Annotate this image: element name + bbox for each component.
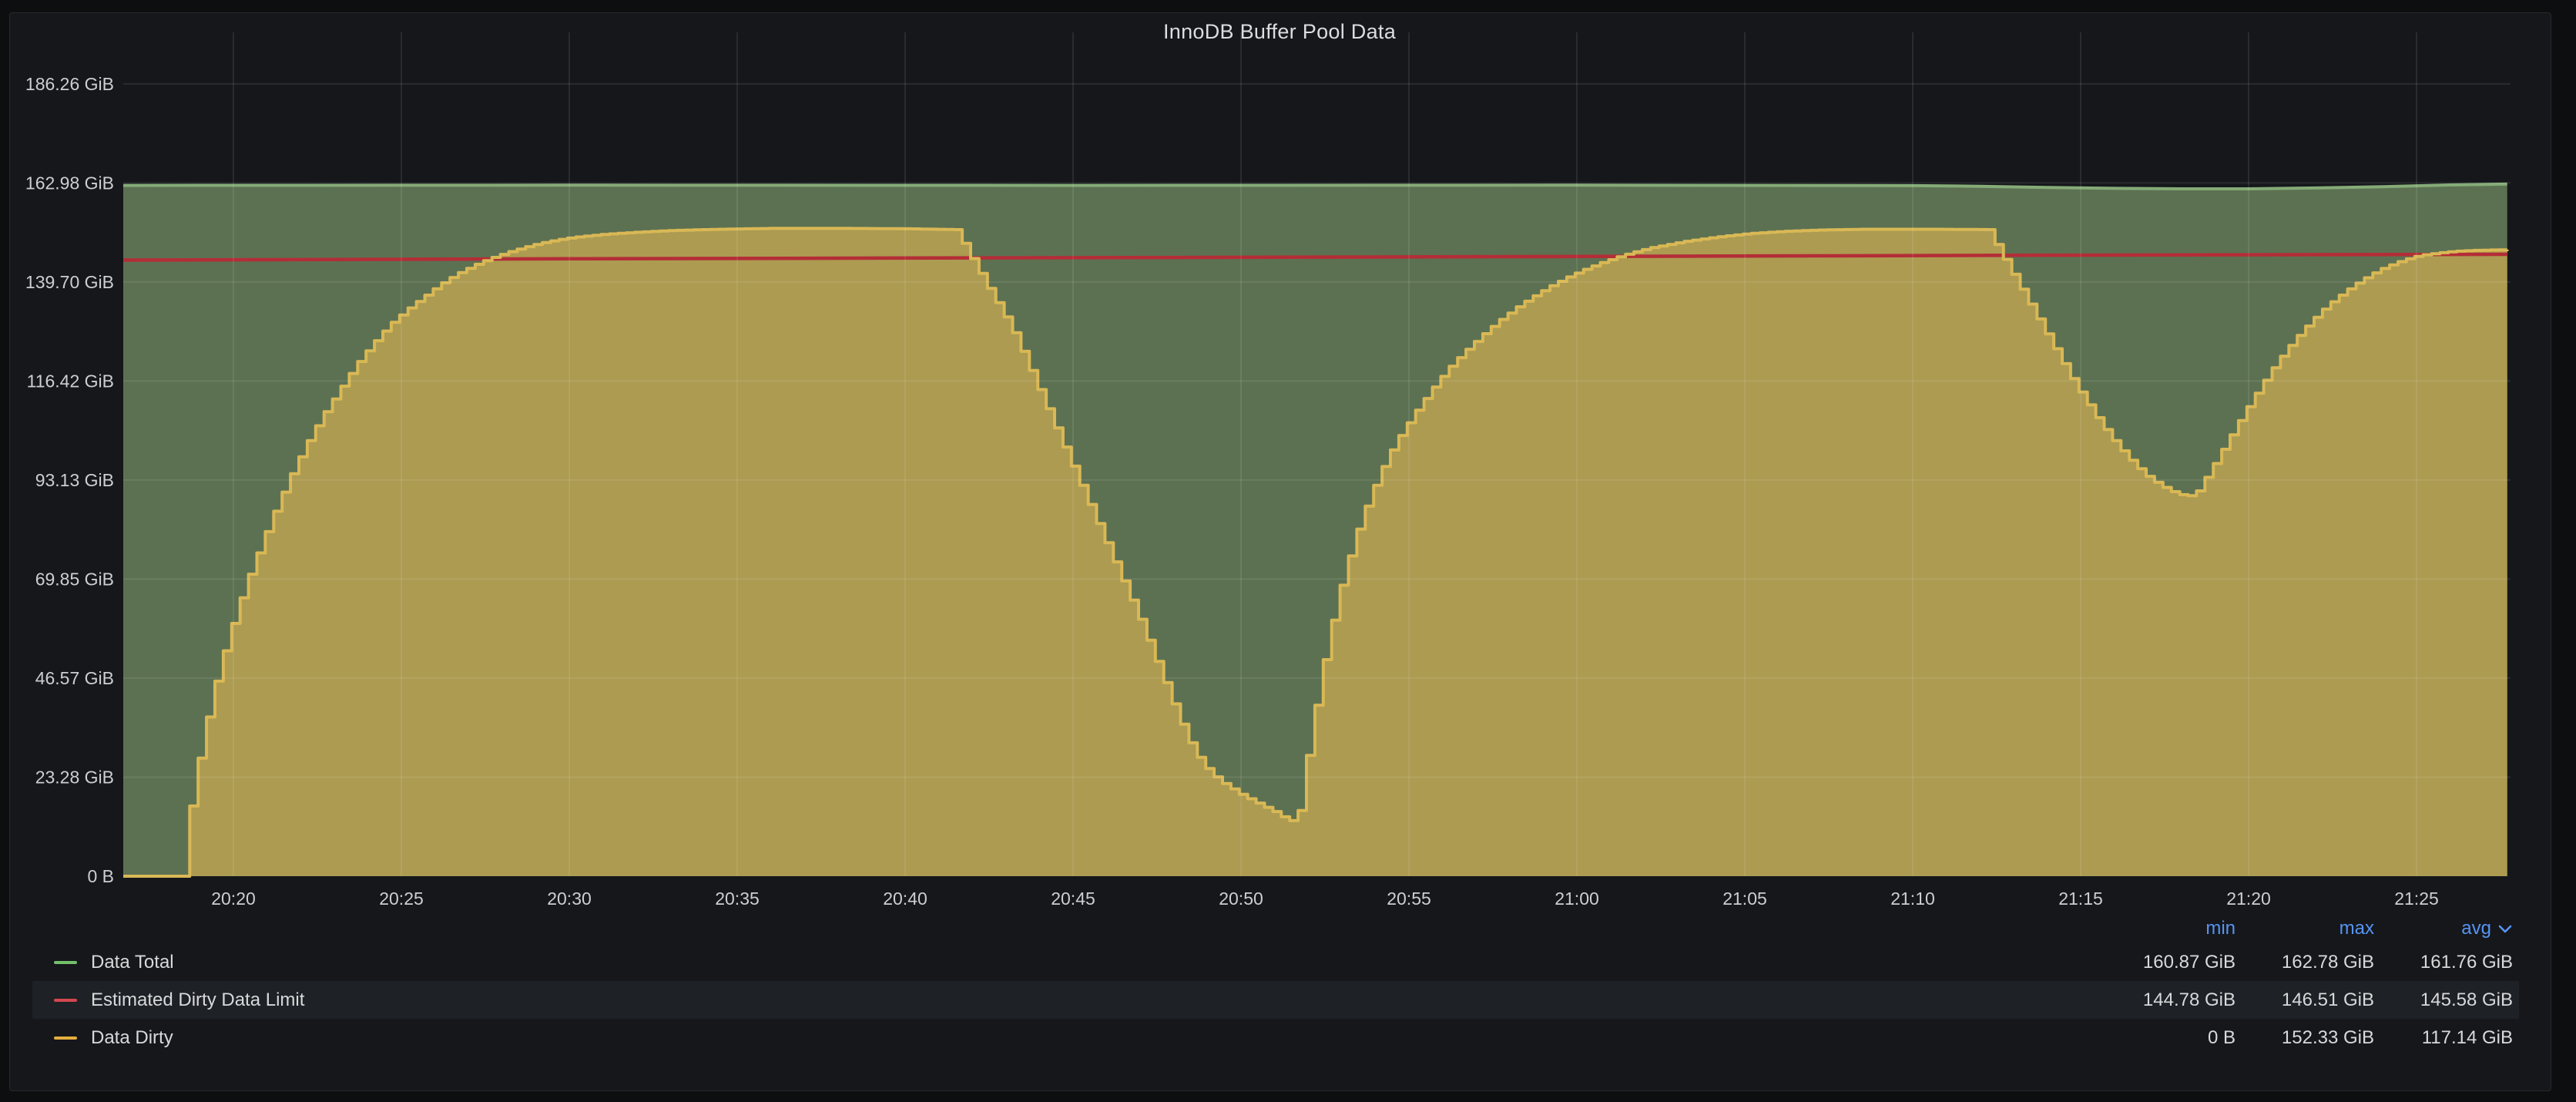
x-axis-label: 21:20 [2226, 889, 2271, 909]
y-axis-label: 46.57 GiB [35, 668, 114, 688]
legend-avg-value: 117.14 GiB [2421, 1026, 2513, 1048]
x-axis-label: 21:25 [2394, 889, 2439, 909]
x-axis-label: 20:40 [883, 889, 927, 909]
legend-header-avg-label: avg [2461, 918, 2491, 939]
legend-row-data-total[interactable]: Data Total 160.87 GiB 162.78 GiB 161.76 … [32, 943, 2519, 981]
data-dirty-area [123, 228, 2507, 876]
sort-chevron-down-icon [2497, 918, 2513, 939]
legend-min-value: 144.78 GiB [2142, 989, 2236, 1010]
x-axis-label: 20:50 [1219, 889, 1263, 909]
y-axis-label: 23.28 GiB [35, 768, 114, 788]
legend-series-name: Data Dirty [54, 1027, 2103, 1049]
x-axis-label: 20:55 [1387, 889, 1431, 909]
legend-max-value: 162.78 GiB [2281, 951, 2374, 973]
panel-title[interactable]: InnoDB Buffer Pool Data [1162, 20, 1397, 43]
y-axis-label: 186.26 GiB [25, 74, 114, 94]
legend-avg-value: 161.76 GiB [2420, 951, 2513, 973]
x-axis-label: 20:45 [1051, 889, 1095, 909]
legend-series-name: Data Total [54, 952, 2103, 973]
legend-avg-value: 145.58 GiB [2420, 989, 2513, 1010]
x-axis-label: 21:15 [2058, 889, 2103, 909]
legend-series-label: Estimated Dirty Data Limit [91, 989, 305, 1010]
x-axis-label: 20:25 [379, 889, 424, 909]
data-total-area [123, 183, 2507, 876]
y-axis-label: 0 B [87, 866, 114, 886]
legend-header-min[interactable]: min [2205, 918, 2236, 939]
legend-series-name: Estimated Dirty Data Limit [54, 989, 2103, 1011]
legend-header-max[interactable]: max [2339, 918, 2374, 939]
legend-row-estimated-dirty-data-limit[interactable]: Estimated Dirty Data Limit 144.78 GiB 14… [32, 981, 2519, 1019]
y-axis-label: 69.85 GiB [35, 569, 114, 589]
legend-min-value: 160.87 GiB [2142, 951, 2236, 973]
series-dash-icon [54, 998, 77, 1002]
legend-row-data-dirty[interactable]: Data Dirty 0 B 152.33 GiB 117.14 GiB [32, 1019, 2519, 1057]
legend-max-value: 146.51 GiB [2281, 989, 2374, 1010]
legend-max-value: 152.33 GiB [2281, 1026, 2374, 1048]
legend-series-label: Data Total [91, 951, 174, 973]
y-axis-label: 93.13 GiB [35, 470, 114, 490]
series-dash-icon [54, 1036, 77, 1040]
legend: min max avg Data Total 160.87 GiB 162.78… [32, 914, 2519, 1057]
series-dash-icon [54, 960, 77, 964]
y-axis-label: 162.98 GiB [25, 173, 114, 193]
x-axis-label: 20:35 [715, 889, 760, 909]
legend-header-avg[interactable]: avg [2380, 918, 2519, 939]
y-axis-label: 116.42 GiB [27, 371, 114, 391]
x-axis-label: 20:30 [547, 889, 592, 909]
y-axis-label: 139.70 GiB [25, 272, 114, 292]
legend-series-label: Data Dirty [91, 1026, 173, 1048]
estimated-dirty-data-limit-line [123, 252, 2507, 262]
grid-lines [123, 32, 2511, 876]
x-axis-label: 21:10 [1890, 889, 1935, 909]
x-axis-label: 20:20 [211, 889, 256, 909]
x-axis-label: 21:00 [1555, 889, 1599, 909]
data-dirty-line [123, 227, 2509, 878]
legend-min-value: 0 B [2207, 1026, 2236, 1048]
data-total-line [123, 182, 2507, 190]
x-axis-label: 21:05 [1722, 889, 1767, 909]
legend-header-row: min max avg [32, 914, 2519, 943]
